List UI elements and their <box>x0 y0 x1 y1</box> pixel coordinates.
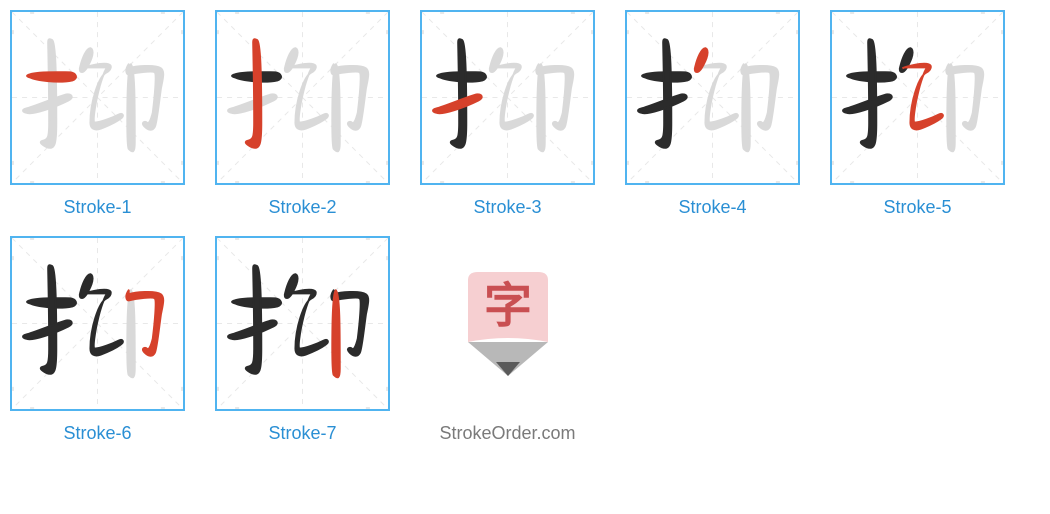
stroke-label: Stroke-7 <box>268 423 336 444</box>
stroke-label: Stroke-1 <box>63 197 131 218</box>
logo-cell: 字 StrokeOrder.com <box>420 236 595 444</box>
stroke-tile <box>10 10 185 185</box>
attribution-text: StrokeOrder.com <box>439 423 575 444</box>
stroke-tile <box>830 10 1005 185</box>
stroke-label: Stroke-2 <box>268 197 336 218</box>
stroke-cell: Stroke-6 <box>10 236 185 444</box>
svg-text:字: 字 <box>483 280 531 333</box>
logo-icon: 字 <box>420 236 595 411</box>
stroke-tile <box>10 236 185 411</box>
stroke-cell: Stroke-1 <box>10 10 185 218</box>
stroke-cell: Stroke-4 <box>625 10 800 218</box>
stroke-tile <box>215 10 390 185</box>
stroke-cell: Stroke-2 <box>215 10 390 218</box>
stroke-cell: Stroke-3 <box>420 10 595 218</box>
stroke-tile <box>215 236 390 411</box>
stroke-tile <box>420 10 595 185</box>
stroke-cell: Stroke-5 <box>830 10 1005 218</box>
stroke-label: Stroke-3 <box>473 197 541 218</box>
stroke-label: Stroke-6 <box>63 423 131 444</box>
stroke-label: Stroke-5 <box>883 197 951 218</box>
stroke-cell: Stroke-7 <box>215 236 390 444</box>
stroke-label: Stroke-4 <box>678 197 746 218</box>
stroke-tile <box>625 10 800 185</box>
